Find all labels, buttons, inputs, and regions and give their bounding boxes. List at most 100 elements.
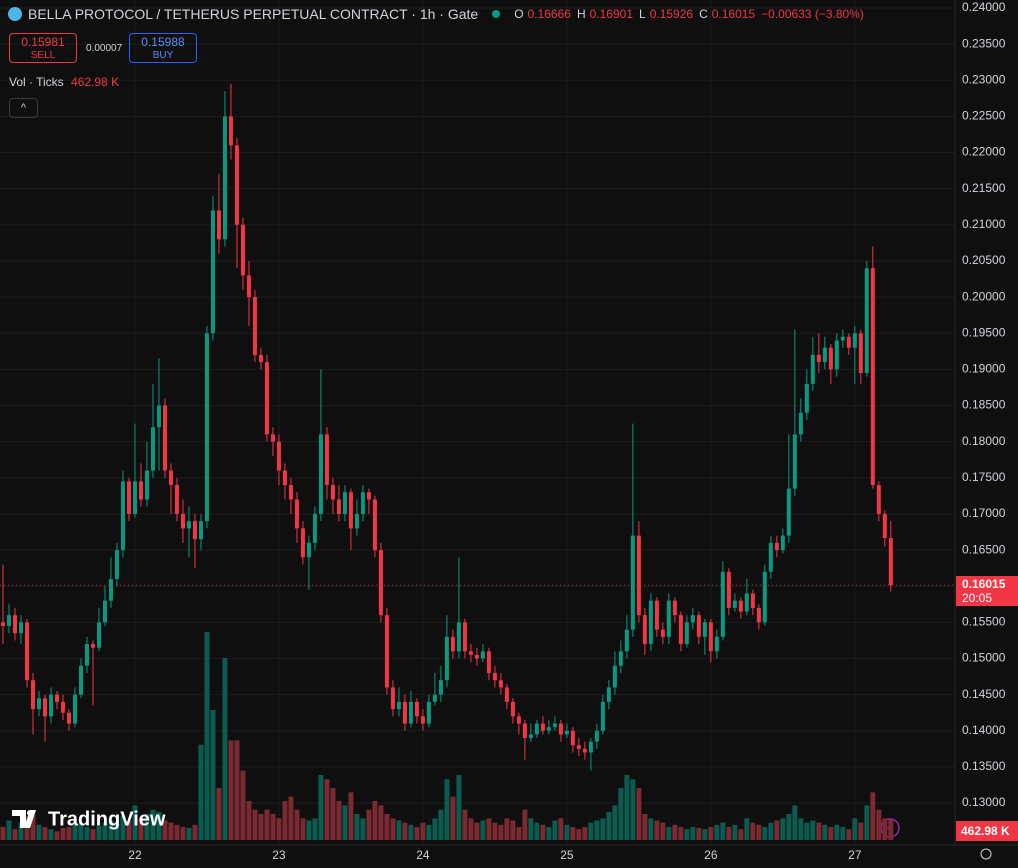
y-tick-label: 0.22000 xyxy=(962,145,1006,159)
candle-body xyxy=(384,615,389,688)
candle-body xyxy=(156,405,161,428)
volume-bar xyxy=(30,814,36,840)
volume-bar xyxy=(390,818,396,840)
volume-bar xyxy=(384,814,390,840)
candle-body xyxy=(474,654,479,659)
volume-bar xyxy=(888,819,894,840)
volume-bar xyxy=(138,818,144,840)
volume-bar xyxy=(678,827,684,840)
close-value: 0.16015 xyxy=(711,7,756,21)
volume-bar xyxy=(798,818,804,840)
candle-body xyxy=(528,734,533,739)
volume-bar xyxy=(792,805,798,840)
volume-bar xyxy=(708,827,714,840)
candle-body xyxy=(798,412,803,435)
candle-body xyxy=(594,730,599,742)
candle-body xyxy=(210,210,215,334)
volume-bar xyxy=(702,829,708,840)
volume-bar xyxy=(120,816,126,840)
candle-body xyxy=(792,434,797,489)
volume-bar xyxy=(528,818,534,840)
volume-bar xyxy=(54,831,60,840)
candle-body xyxy=(516,716,521,724)
candle-body xyxy=(564,730,569,735)
candle-body xyxy=(72,694,77,724)
high-value: 0.16901 xyxy=(589,7,633,21)
volume-bar xyxy=(504,818,510,840)
volume-bar xyxy=(228,740,234,840)
volume-bar xyxy=(738,829,744,840)
candle-body xyxy=(78,665,83,695)
candle-body xyxy=(180,513,185,529)
candle-body xyxy=(48,694,53,717)
candle-body xyxy=(888,538,893,586)
logo-text: TradingView xyxy=(48,808,166,830)
candle-body xyxy=(402,701,407,724)
volume-tag: 462.98 K xyxy=(956,821,1018,841)
volume-bar xyxy=(762,827,768,840)
volume-bar xyxy=(114,823,120,840)
ohlc-letter: O xyxy=(514,7,524,21)
volume-bar xyxy=(186,827,192,840)
candle-body xyxy=(114,550,119,579)
y-tick-label: 0.14000 xyxy=(962,723,1006,737)
candle-body xyxy=(342,492,347,514)
candle-body xyxy=(390,687,395,710)
y-tick-label: 0.18500 xyxy=(962,398,1006,412)
volume-bar xyxy=(432,818,438,840)
collapse-button[interactable]: ^ xyxy=(9,98,38,118)
status-dot xyxy=(492,10,501,18)
volume-bar xyxy=(876,809,882,840)
volume-bar xyxy=(336,801,342,840)
volume-bar xyxy=(594,820,600,840)
volume-bar xyxy=(810,820,816,840)
candle-body xyxy=(762,571,767,623)
volume-bar xyxy=(24,816,30,840)
volume-bar xyxy=(378,805,384,840)
y-tick-label: 0.21500 xyxy=(962,181,1006,195)
volume-bar xyxy=(846,829,852,840)
candle-body xyxy=(750,593,755,608)
candle-body xyxy=(18,622,23,634)
sell-button[interactable]: 0.15981 SELL xyxy=(9,33,77,63)
low-value: 0.15926 xyxy=(649,7,694,21)
volume-bar xyxy=(6,820,12,840)
volume-bar xyxy=(666,827,672,840)
candle-body xyxy=(222,116,227,240)
volume-bar xyxy=(396,820,402,840)
volume-bar xyxy=(174,824,180,840)
candle-body xyxy=(438,680,443,695)
volume-bar xyxy=(516,827,522,840)
y-tick-label: 0.18000 xyxy=(962,434,1006,448)
volume-bar xyxy=(306,820,312,840)
candle-body xyxy=(732,600,737,608)
volume-bar xyxy=(36,824,42,840)
candle-body xyxy=(720,571,725,637)
candle-body xyxy=(804,383,809,413)
volume-bar xyxy=(354,814,360,840)
volume-bar xyxy=(282,801,288,840)
settings-icon[interactable] xyxy=(980,848,992,860)
candle-body xyxy=(510,701,515,717)
volume-bar xyxy=(480,820,486,840)
candle-body xyxy=(810,354,815,384)
volume-bar xyxy=(834,824,840,840)
volume-bar xyxy=(66,827,72,840)
volume-bar xyxy=(288,796,294,840)
candle-body xyxy=(354,513,359,529)
candle-body xyxy=(408,701,413,724)
buy-button[interactable]: 0.15988 BUY xyxy=(129,33,197,63)
volume-bar xyxy=(18,822,24,840)
volume-bar xyxy=(630,779,636,840)
y-tick-label: 0.13000 xyxy=(962,795,1006,809)
candle-body xyxy=(672,600,677,616)
candle-body xyxy=(498,680,503,688)
y-tick-label: 0.17500 xyxy=(962,470,1006,484)
candle-body xyxy=(462,622,467,652)
candle-body xyxy=(618,651,623,666)
open-value: 0.16666 xyxy=(527,7,571,21)
y-tick-label: 0.21000 xyxy=(962,217,1006,231)
volume-bar xyxy=(222,658,228,840)
volume-bar xyxy=(546,827,552,840)
